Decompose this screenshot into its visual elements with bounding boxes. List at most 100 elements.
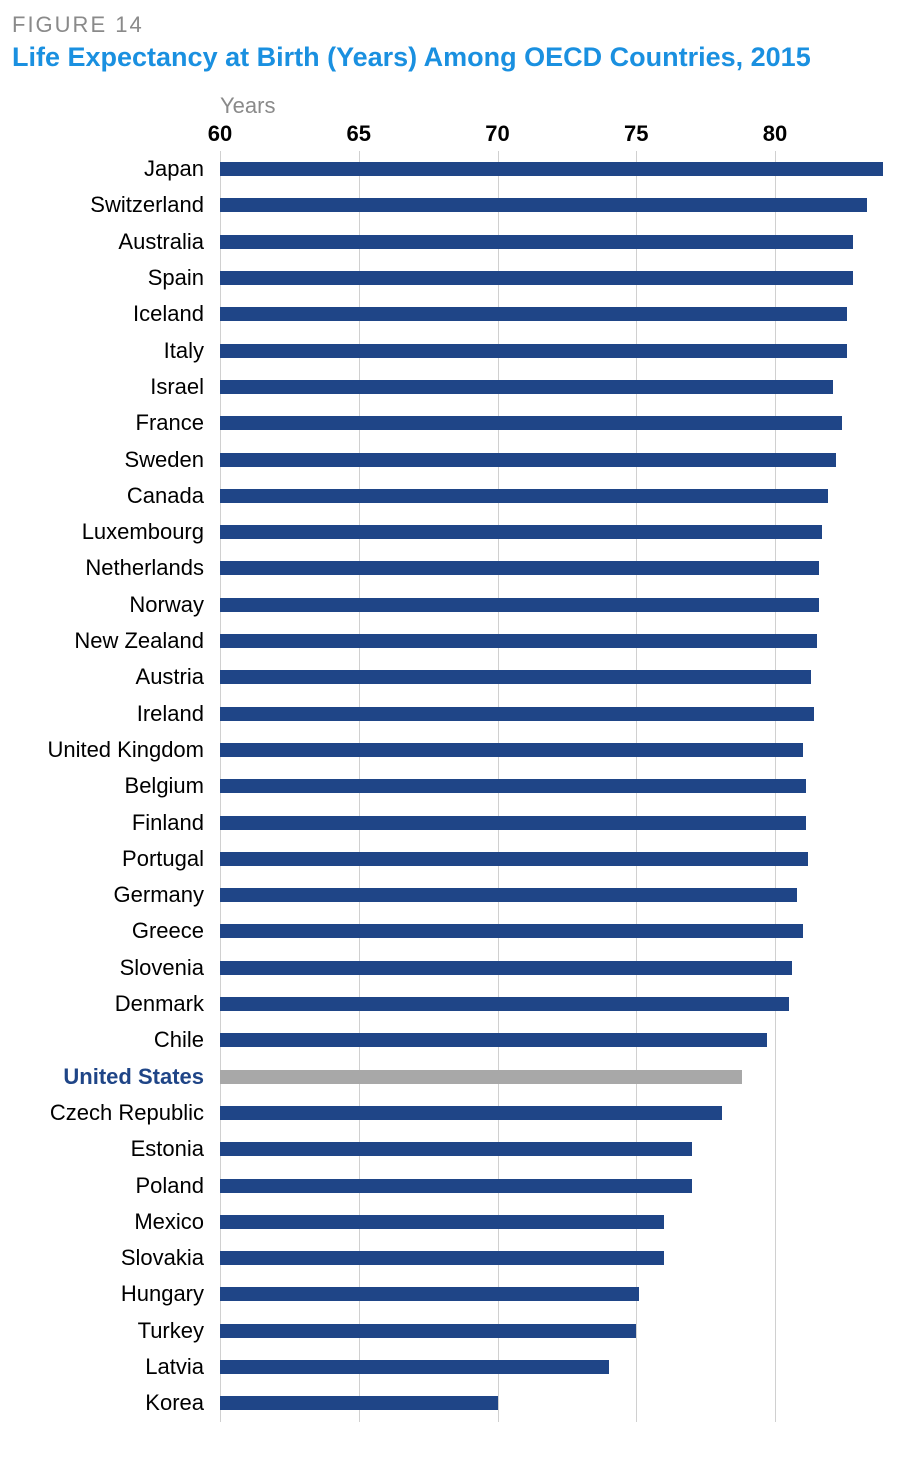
category-label: Hungary — [12, 1276, 212, 1312]
chart-row: Estonia — [12, 1131, 888, 1167]
category-label: Mexico — [12, 1204, 212, 1240]
category-label: Germany — [12, 877, 212, 913]
chart-row: Norway — [12, 587, 888, 623]
chart-row: Switzerland — [12, 187, 888, 223]
chart-row: Hungary — [12, 1276, 888, 1312]
bar — [220, 924, 803, 938]
bar — [220, 561, 819, 575]
figure-container: FIGURE 14 Life Expectancy at Birth (Year… — [0, 0, 900, 1461]
chart-row: Spain — [12, 260, 888, 296]
chart-row: Denmark — [12, 986, 888, 1022]
bar — [220, 525, 822, 539]
category-label: Italy — [12, 333, 212, 369]
x-tick-label: 65 — [347, 121, 371, 147]
y-axis-title: Years — [220, 93, 275, 119]
bar — [220, 634, 817, 648]
category-label: Finland — [12, 804, 212, 840]
chart-title: Life Expectancy at Birth (Years) Among O… — [12, 42, 888, 73]
bar — [220, 453, 836, 467]
chart-row: United Kingdom — [12, 732, 888, 768]
bar — [220, 670, 811, 684]
bar — [220, 816, 806, 830]
category-label: Latvia — [12, 1349, 212, 1385]
category-label: Austria — [12, 659, 212, 695]
category-label: Japan — [12, 151, 212, 187]
bar — [220, 1287, 639, 1301]
category-label: Belgium — [12, 768, 212, 804]
category-label: Turkey — [12, 1313, 212, 1349]
category-label: Iceland — [12, 296, 212, 332]
chart-row: Korea — [12, 1385, 888, 1421]
chart-row: Canada — [12, 478, 888, 514]
chart-row: Italy — [12, 333, 888, 369]
bar — [220, 1033, 767, 1047]
chart-row: Poland — [12, 1167, 888, 1203]
bar — [220, 416, 842, 430]
x-tick-label: 60 — [208, 121, 232, 147]
chart-row: Greece — [12, 913, 888, 949]
bar — [220, 598, 819, 612]
bar — [220, 743, 803, 757]
category-label: United Kingdom — [12, 732, 212, 768]
bar — [220, 1142, 692, 1156]
category-label: Luxembourg — [12, 514, 212, 550]
bar — [220, 489, 828, 503]
bar — [220, 1106, 722, 1120]
category-label: Czech Republic — [12, 1095, 212, 1131]
bar — [220, 707, 814, 721]
chart-row: Australia — [12, 224, 888, 260]
bar — [220, 1215, 664, 1229]
chart-row: Slovenia — [12, 950, 888, 986]
bar — [220, 1324, 636, 1338]
chart-row: Portugal — [12, 841, 888, 877]
category-label: Slovakia — [12, 1240, 212, 1276]
chart-row: Chile — [12, 1022, 888, 1058]
bar — [220, 961, 792, 975]
category-label: Sweden — [12, 441, 212, 477]
category-label: Portugal — [12, 841, 212, 877]
bar — [220, 779, 806, 793]
bar — [220, 162, 883, 176]
chart-plot-area: 6065707580YearsJapanSwitzerlandAustralia… — [12, 91, 888, 1421]
category-label: Denmark — [12, 986, 212, 1022]
category-label: Israel — [12, 369, 212, 405]
bar — [220, 1396, 498, 1410]
category-label: Estonia — [12, 1131, 212, 1167]
x-tick-label: 75 — [624, 121, 648, 147]
category-label: Netherlands — [12, 550, 212, 586]
chart-row: Finland — [12, 804, 888, 840]
bar — [220, 1070, 742, 1084]
bar — [220, 344, 847, 358]
category-label: Canada — [12, 478, 212, 514]
category-label: Norway — [12, 587, 212, 623]
category-label: United States — [12, 1059, 212, 1095]
bar — [220, 1179, 692, 1193]
chart-row: Belgium — [12, 768, 888, 804]
bar — [220, 307, 847, 321]
chart-row: Israel — [12, 369, 888, 405]
chart-row: United States — [12, 1059, 888, 1095]
bar — [220, 997, 789, 1011]
chart-row: Luxembourg — [12, 514, 888, 550]
bar — [220, 1360, 609, 1374]
chart-row: Japan — [12, 151, 888, 187]
category-label: Spain — [12, 260, 212, 296]
chart-row: Turkey — [12, 1313, 888, 1349]
category-label: Australia — [12, 224, 212, 260]
chart-row: Iceland — [12, 296, 888, 332]
chart-row: Germany — [12, 877, 888, 913]
category-label: Chile — [12, 1022, 212, 1058]
category-label: Korea — [12, 1385, 212, 1421]
category-label: New Zealand — [12, 623, 212, 659]
chart-row: Austria — [12, 659, 888, 695]
bar — [220, 888, 797, 902]
bar — [220, 852, 808, 866]
figure-number: FIGURE 14 — [12, 12, 888, 38]
chart-row: Ireland — [12, 696, 888, 732]
chart-row: France — [12, 405, 888, 441]
category-label: France — [12, 405, 212, 441]
x-tick-label: 70 — [485, 121, 509, 147]
category-label: Greece — [12, 913, 212, 949]
chart-row: Sweden — [12, 441, 888, 477]
category-label: Switzerland — [12, 187, 212, 223]
